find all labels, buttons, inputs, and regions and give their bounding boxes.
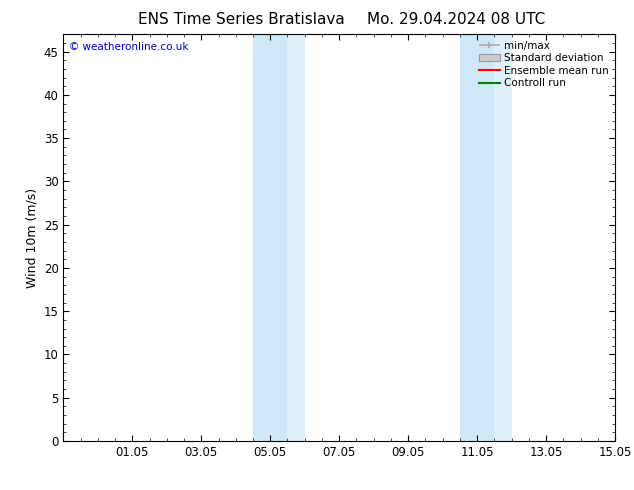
- Text: ENS Time Series Bratislava: ENS Time Series Bratislava: [138, 12, 344, 27]
- Text: © weatheronline.co.uk: © weatheronline.co.uk: [69, 43, 188, 52]
- Y-axis label: Wind 10m (m/s): Wind 10m (m/s): [25, 188, 38, 288]
- Text: Mo. 29.04.2024 08 UTC: Mo. 29.04.2024 08 UTC: [367, 12, 546, 27]
- Bar: [253, 34, 287, 441]
- Bar: [460, 34, 495, 441]
- Bar: [287, 34, 305, 441]
- Bar: [495, 34, 512, 441]
- Legend: min/max, Standard deviation, Ensemble mean run, Controll run: min/max, Standard deviation, Ensemble me…: [476, 37, 612, 92]
